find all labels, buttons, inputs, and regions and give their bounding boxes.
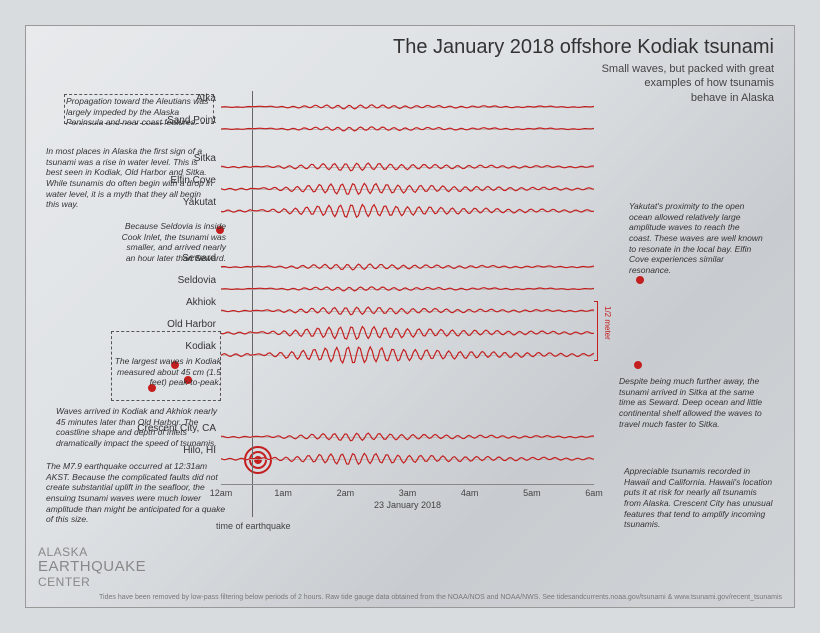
x-axis-title: 23 January 2018: [221, 500, 594, 510]
waveform: [221, 300, 594, 322]
waveform: [221, 256, 594, 278]
annotation: Appreciable tsunamis recorded in Hawaii …: [624, 466, 774, 530]
trace-row: Seldovia: [221, 278, 594, 300]
trace-row: Old Harbor: [221, 322, 594, 344]
station-label: Akhiok: [186, 297, 216, 308]
station-label: Kodiak: [185, 341, 216, 352]
waveform: [221, 156, 594, 178]
trace-row: Crescent City, CA: [221, 426, 594, 448]
waveform: [221, 178, 594, 200]
trace-row: Akhiok: [221, 300, 594, 322]
station-label: Crescent City, CA: [137, 423, 216, 434]
station-label: Yakutat: [183, 197, 216, 208]
x-tick: 1am: [274, 488, 292, 498]
station-label: Sand Point: [167, 115, 216, 126]
annotation: The largest waves in Kodiak measured abo…: [111, 356, 221, 388]
waveform: [221, 96, 594, 118]
waveform: [221, 448, 594, 470]
logo: ALASKA EARTHQUAKE CENTER: [38, 546, 146, 589]
waveform: [221, 200, 594, 222]
subtitle: Small waves, but packed with great examp…: [602, 62, 774, 105]
x-tick: 6am: [585, 488, 603, 498]
main-title: The January 2018 offshore Kodiak tsunami: [393, 36, 774, 59]
map-dot: [636, 276, 644, 284]
station-label: Atka: [196, 93, 216, 104]
trace-row: Seward: [221, 256, 594, 278]
trace-row: Atka: [221, 96, 594, 118]
station-label: Seward: [182, 253, 216, 264]
waveform: [221, 118, 594, 140]
station-label: Old Harbor: [167, 319, 216, 330]
waveform: [221, 322, 594, 344]
x-axis: 12am1am2am3am4am5am6am 23 January 2018: [221, 484, 594, 510]
trace-row: Yakutat: [221, 200, 594, 222]
trace-row: Kodiak: [221, 344, 594, 366]
annotation: Yakutat's proximity to the open ocean al…: [629, 201, 764, 275]
x-tick: 4am: [461, 488, 479, 498]
x-tick: 5am: [523, 488, 541, 498]
station-label: Hilo, HI: [183, 445, 216, 456]
trace-row: Hilo, HI: [221, 448, 594, 470]
annotation: The M7.9 earthquake occurred at 12:31am …: [46, 461, 226, 525]
station-label: Seldovia: [178, 275, 216, 286]
waveform: [221, 278, 594, 300]
waveform: [221, 426, 594, 448]
waveform: [221, 344, 594, 366]
trace-row: Elfin Cove: [221, 178, 594, 200]
x-tick: 2am: [337, 488, 355, 498]
station-label: Elfin Cove: [170, 175, 216, 186]
infographic-frame: The January 2018 offshore Kodiak tsunami…: [25, 25, 795, 608]
amplitude-label: 1/2 meter: [603, 306, 612, 340]
x-tick: 12am: [210, 488, 233, 498]
map-dot: [634, 361, 642, 369]
time-of-earthquake-label: time of earthquake: [216, 521, 291, 531]
x-tick: 3am: [399, 488, 417, 498]
trace-row: Sitka: [221, 156, 594, 178]
station-label: Sitka: [194, 153, 216, 164]
annotation: Despite being much further away, the tsu…: [619, 376, 764, 429]
footnote: Tides have been removed by low-pass filt…: [99, 594, 782, 601]
trace-row: Sand Point: [221, 118, 594, 140]
amplitude-bracket: [594, 301, 598, 361]
